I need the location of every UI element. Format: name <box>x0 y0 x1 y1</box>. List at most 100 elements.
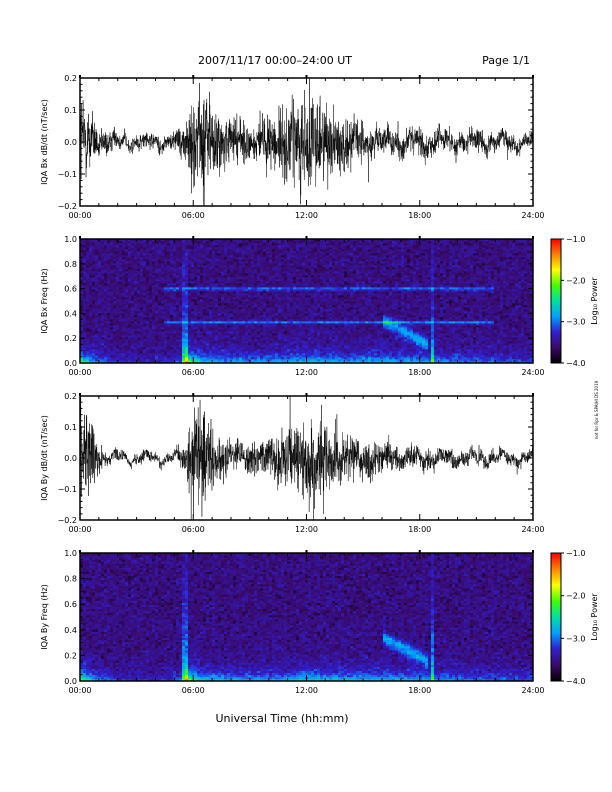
spectrogram-cell <box>305 253 309 256</box>
spectrogram-cell <box>176 319 180 322</box>
spectrogram-cell <box>209 273 213 276</box>
spectrogram-cell <box>266 243 270 246</box>
spectrogram-cell <box>278 349 282 352</box>
spectrogram-cell <box>242 359 246 362</box>
spectrogram-cell <box>203 281 207 284</box>
spectrogram-cell <box>134 253 138 256</box>
spectrogram-cell <box>221 259 225 262</box>
spectrogram-cell <box>197 323 201 326</box>
spectrogram-cell <box>221 279 225 282</box>
spectrogram-cell <box>263 341 267 344</box>
spectrogram-cell <box>182 359 186 362</box>
spectrogram-cell <box>134 313 138 316</box>
spectrogram-cell <box>242 337 246 340</box>
spectrogram-cell <box>230 341 234 344</box>
spectrogram-cell <box>191 259 195 262</box>
spectrogram-cell <box>245 355 249 358</box>
spectrogram-cell <box>272 247 276 250</box>
spectrogram-cell <box>182 313 186 316</box>
spectrogram-cell <box>83 307 87 310</box>
spectrogram-cell <box>188 355 192 358</box>
spectrogram-cell <box>197 347 201 350</box>
spectrogram-cell <box>245 353 249 356</box>
spectrogram-cell <box>140 257 144 260</box>
spectrogram-cell <box>119 349 123 352</box>
spectrogram-cell <box>242 357 246 360</box>
spectrogram-cell <box>281 353 285 356</box>
spectrogram-cell <box>143 269 147 272</box>
spectrogram-cell <box>239 335 243 338</box>
spectrogram-cell <box>260 361 264 363</box>
spectrogram-cell <box>248 297 252 300</box>
spectrogram-cell <box>86 265 90 268</box>
spectrogram-cell <box>137 283 141 286</box>
spectrogram-cell <box>167 351 171 354</box>
spectrogram-cell <box>209 361 213 363</box>
spectrogram-cell <box>236 317 240 320</box>
spectrogram-cell <box>209 301 213 304</box>
spectrogram-cell <box>125 295 129 298</box>
spectrogram-cell <box>134 307 138 310</box>
spectrogram-cell <box>170 361 174 363</box>
spectrogram-cell <box>308 361 312 363</box>
spectrogram-cell <box>206 337 210 340</box>
spectrogram-cell <box>242 285 246 288</box>
spectrogram-cell <box>287 339 291 342</box>
spectrogram-cell <box>98 299 102 302</box>
spectrogram-cell <box>155 325 159 328</box>
spectrogram-cell <box>299 261 303 264</box>
spectrogram-cell <box>86 289 90 292</box>
spectrogram-cell <box>113 259 117 262</box>
spectrogram-cell <box>134 347 138 350</box>
spectrogram-cell <box>101 245 105 248</box>
spectrogram-cell <box>164 349 168 352</box>
spectrogram-cell <box>308 257 312 260</box>
spectrogram-cell <box>212 357 216 360</box>
spectrogram-cell <box>269 309 273 312</box>
spectrogram-cell <box>302 337 306 340</box>
spectrogram-cell <box>302 339 306 342</box>
spectrogram-cell <box>278 279 282 282</box>
spectrogram-cell <box>299 329 303 332</box>
spectrogram-cell <box>140 349 144 352</box>
spectrogram-cell <box>104 295 108 298</box>
spectrogram-cell <box>203 321 207 324</box>
spectrogram-cell <box>83 331 87 334</box>
spectrogram-cell <box>209 323 213 326</box>
spectrogram-cell <box>104 313 108 316</box>
spectrogram-cell <box>146 261 150 264</box>
spectrogram-cell <box>158 339 162 342</box>
spectrogram-cell <box>95 265 99 268</box>
spectrogram-cell <box>101 327 105 330</box>
spectrogram-cell <box>221 253 225 256</box>
spectrogram-cell <box>182 287 186 290</box>
spectrogram-cell <box>299 343 303 346</box>
spectrogram-cell <box>227 349 231 352</box>
spectrogram-cell <box>227 267 231 270</box>
spectrogram-cell <box>293 303 297 306</box>
spectrogram-cell <box>275 301 279 304</box>
spectrogram-cell <box>200 291 204 294</box>
spectrogram-cell <box>287 337 291 340</box>
spectrogram-cell <box>131 299 135 302</box>
spectrogram-cell <box>89 317 93 320</box>
spectrogram-cell <box>98 263 102 266</box>
spectrogram-cell <box>260 301 264 304</box>
spectrogram-cell <box>245 299 249 302</box>
spectrogram-cell <box>260 261 264 264</box>
spectrogram-cell <box>200 295 204 298</box>
spectrogram-cell <box>104 333 108 336</box>
spectrogram-cell <box>218 313 222 316</box>
spectrogram-cell <box>110 271 114 274</box>
spectrogram-cell <box>125 303 129 306</box>
spectrogram-cell <box>98 351 102 354</box>
spectrogram-cell <box>164 305 168 308</box>
spectrogram-cell <box>98 345 102 348</box>
spectrogram-cell <box>152 247 156 250</box>
spectrogram-cell <box>176 325 180 328</box>
spectrogram-cell <box>254 303 258 306</box>
spectrogram-cell <box>185 341 189 344</box>
spectrogram-cell <box>125 297 129 300</box>
spectrogram-cell <box>311 353 315 356</box>
spectrogram-cell <box>206 357 210 360</box>
